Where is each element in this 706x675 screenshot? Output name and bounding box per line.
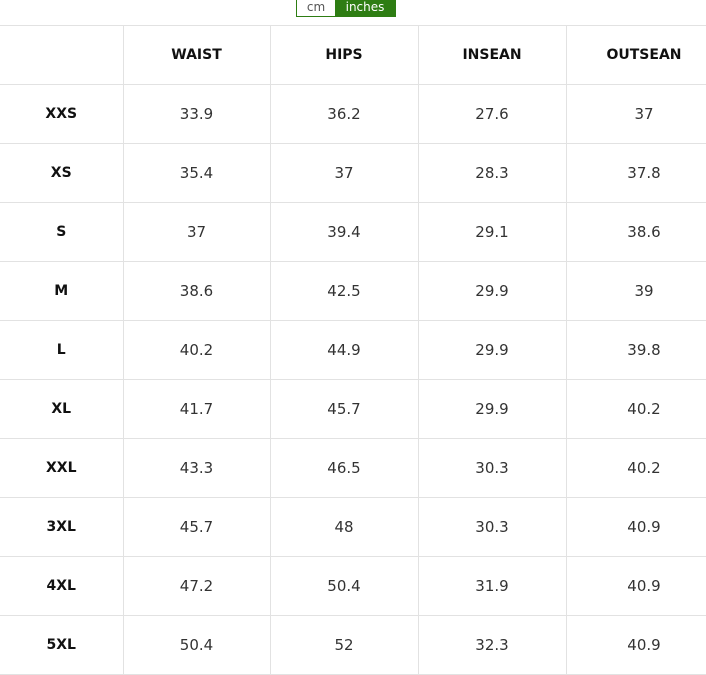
table-header-row: WAIST HIPS INSEAN OUTSEAN xyxy=(0,25,706,85)
size-label: XXS xyxy=(0,84,124,144)
measurement-cell: 40.9 xyxy=(565,556,706,616)
measurement-cell: 39 xyxy=(565,261,706,321)
column-header: HIPS xyxy=(269,25,419,85)
table-row: XXS 33.9 36.2 27.6 37 xyxy=(0,84,706,144)
measurement-cell: 31.9 xyxy=(417,556,567,616)
measurement-cell: 28.3 xyxy=(417,143,567,203)
measurement-cell: 40.9 xyxy=(565,497,706,557)
column-header xyxy=(0,25,124,85)
size-chart-table: WAIST HIPS INSEAN OUTSEAN XXS 33.9 36.2 27.6 37… xyxy=(0,25,706,675)
column-header: WAIST xyxy=(122,25,271,85)
measurement-cell: 40.2 xyxy=(565,438,706,498)
column-header: INSEAN xyxy=(417,25,567,85)
measurement-cell: 39.4 xyxy=(269,202,419,262)
table-row: 4XL 47.2 50.4 31.9 40.9 xyxy=(0,556,706,616)
table-row: 3XL 45.7 48 30.3 40.9 xyxy=(0,497,706,557)
measurement-cell: 46.5 xyxy=(269,438,419,498)
unit-toggle: cm inches xyxy=(296,0,396,17)
measurement-cell: 40.9 xyxy=(565,615,706,675)
measurement-cell: 42.5 xyxy=(269,261,419,321)
table-row: L 40.2 44.9 29.9 39.8 xyxy=(0,320,706,380)
table-row: S 37 39.4 29.1 38.6 xyxy=(0,202,706,262)
size-label: M xyxy=(0,261,124,321)
measurement-cell: 32.3 xyxy=(417,615,567,675)
table-row: M 38.6 42.5 29.9 39 xyxy=(0,261,706,321)
size-label: XL xyxy=(0,379,124,439)
measurement-cell: 29.9 xyxy=(417,320,567,380)
size-label: 5XL xyxy=(0,615,124,675)
measurement-cell: 45.7 xyxy=(269,379,419,439)
measurement-cell: 39.8 xyxy=(565,320,706,380)
measurement-cell: 43.3 xyxy=(122,438,271,498)
size-label: XS xyxy=(0,143,124,203)
size-label: S xyxy=(0,202,124,262)
size-label: L xyxy=(0,320,124,380)
size-label: XXL xyxy=(0,438,124,498)
measurement-cell: 52 xyxy=(269,615,419,675)
table-row: XXL 43.3 46.5 30.3 40.2 xyxy=(0,438,706,498)
measurement-cell: 29.9 xyxy=(417,261,567,321)
measurement-cell: 36.2 xyxy=(269,84,419,144)
measurement-cell: 33.9 xyxy=(122,84,271,144)
table-row: XS 35.4 37 28.3 37.8 xyxy=(0,143,706,203)
measurement-cell: 40.2 xyxy=(565,379,706,439)
table-row: XL 41.7 45.7 29.9 40.2 xyxy=(0,379,706,439)
measurement-cell: 37 xyxy=(565,84,706,144)
measurement-cell: 37 xyxy=(269,143,419,203)
unit-inches-button[interactable]: inches xyxy=(335,0,395,16)
measurement-cell: 37 xyxy=(122,202,271,262)
measurement-cell: 30.3 xyxy=(417,497,567,557)
measurement-cell: 37.8 xyxy=(565,143,706,203)
measurement-cell: 40.2 xyxy=(122,320,271,380)
table-row: 5XL 50.4 52 32.3 40.9 xyxy=(0,615,706,675)
measurement-cell: 45.7 xyxy=(122,497,271,557)
unit-cm-button[interactable]: cm xyxy=(297,0,335,16)
measurement-cell: 38.6 xyxy=(565,202,706,262)
measurement-cell: 50.4 xyxy=(269,556,419,616)
measurement-cell: 48 xyxy=(269,497,419,557)
measurement-cell: 29.9 xyxy=(417,379,567,439)
size-label: 3XL xyxy=(0,497,124,557)
measurement-cell: 41.7 xyxy=(122,379,271,439)
measurement-cell: 30.3 xyxy=(417,438,567,498)
measurement-cell: 47.2 xyxy=(122,556,271,616)
column-header: OUTSEAN xyxy=(565,25,706,85)
measurement-cell: 44.9 xyxy=(269,320,419,380)
measurement-cell: 35.4 xyxy=(122,143,271,203)
measurement-cell: 29.1 xyxy=(417,202,567,262)
measurement-cell: 38.6 xyxy=(122,261,271,321)
measurement-cell: 27.6 xyxy=(417,84,567,144)
measurement-cell: 50.4 xyxy=(122,615,271,675)
size-label: 4XL xyxy=(0,556,124,616)
